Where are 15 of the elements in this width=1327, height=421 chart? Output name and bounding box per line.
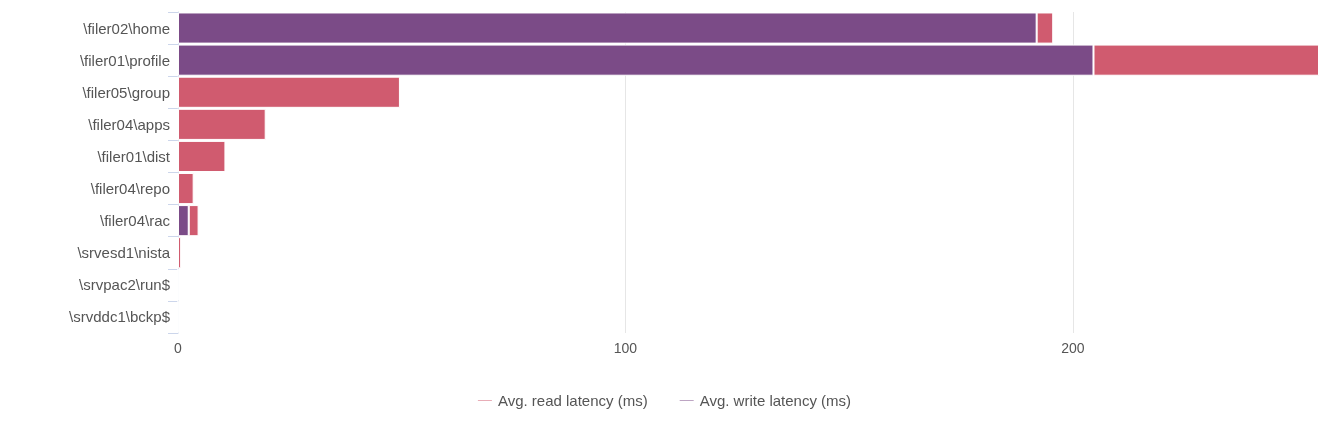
- y-tick-label: \filer04\apps: [88, 115, 170, 133]
- y-tick-label: \filer05\group: [82, 83, 170, 101]
- legend-label: Avg. read latency (ms): [497, 392, 648, 409]
- x-tick-label: 0: [174, 340, 183, 356]
- y-tick-label: \srvddc1\bckp$: [69, 308, 171, 326]
- x-tick-label: 200: [1061, 340, 1085, 356]
- y-tick-label: \filer02\home: [83, 19, 170, 37]
- y-tick-label: \filer04\rac: [99, 212, 171, 230]
- y-tick-label: \filer01\dist: [97, 147, 171, 165]
- y-tick-label: \filer04\repo: [90, 180, 170, 198]
- x-tick-label: 100: [613, 340, 638, 356]
- y-tick-label: \srvpac2\run$: [79, 276, 171, 294]
- y-tick-label: \srvesd1\nista: [77, 244, 171, 262]
- y-tick-label: \filer01\profile: [79, 51, 170, 69]
- legend-label: Avg. write latency (ms): [699, 392, 852, 409]
